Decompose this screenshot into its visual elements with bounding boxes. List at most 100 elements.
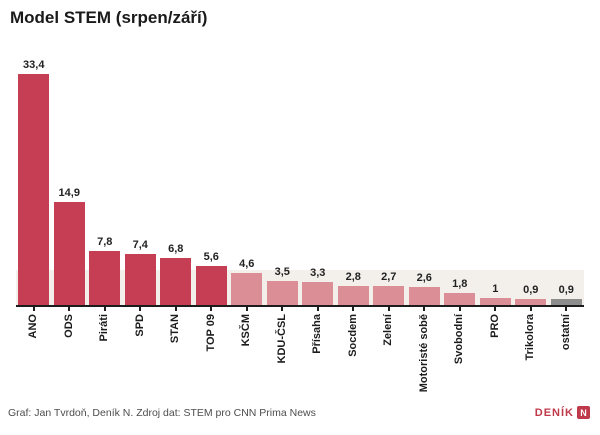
axis-tick [32, 307, 35, 311]
bar-column: 2,6 [407, 58, 443, 305]
bar [160, 258, 192, 305]
bar-value-label: 33,4 [23, 59, 45, 71]
bar [266, 280, 298, 305]
footer: Graf: Jan Tvrdoň, Deník N. Zdroj dat: ST… [8, 406, 590, 419]
bar-value-label: 7,8 [97, 236, 113, 249]
axis-tick [68, 307, 71, 311]
bar [18, 74, 50, 305]
denik-logo-text: DENÍK [534, 406, 574, 419]
bar-value-label: 1,8 [452, 277, 468, 290]
bar-value-label: 2,6 [416, 272, 432, 284]
x-axis-label: Zelení [382, 314, 395, 346]
footer-credit: Graf: Jan Tvrdoň, Deník N. Zdroj dat: ST… [8, 406, 316, 419]
x-axis-label: KDU-ČSL [275, 314, 288, 364]
bar [444, 292, 476, 305]
x-axis-label: TOP 09 [204, 314, 217, 352]
bar [479, 298, 511, 305]
axis-tick [565, 307, 568, 311]
x-label-column: STAN [158, 307, 194, 343]
bars-container: 33,4 14,9 7,8 7,4 6,8 5,6 4,6 3,5 3,3 2,8 2,7 2,6 1,… [16, 58, 584, 305]
axis-tick [387, 307, 390, 311]
x-label-column: Socdem [336, 307, 372, 357]
bar-value-label: 0,9 [558, 283, 574, 296]
axis-tick [210, 307, 213, 311]
bar-column: 7,4 [123, 58, 159, 305]
x-label-column: ostatní [549, 307, 585, 350]
axis-tick [352, 307, 355, 311]
bar-column: 5,6 [194, 58, 230, 305]
x-axis-label: STAN [169, 314, 182, 344]
axis-tick [494, 307, 497, 311]
bar [550, 298, 582, 305]
axis-tick [103, 307, 106, 311]
bar-column: 2,8 [336, 58, 372, 305]
bar [373, 286, 405, 305]
axis-tick [139, 307, 142, 311]
x-axis-label: ostatní [559, 314, 572, 351]
bar-value-label: 7,4 [132, 238, 148, 251]
x-axis-label: Svobodní [453, 314, 466, 365]
bar-column: 7,8 [87, 58, 123, 305]
x-label-column: TOP 09 [194, 307, 230, 352]
x-label-column: KDU-ČSL [265, 307, 301, 364]
bar-column: 14,9 [52, 58, 88, 305]
bar-value-label: 2,7 [381, 271, 397, 284]
x-label-column: ODS [52, 307, 88, 338]
axis-tick [458, 307, 461, 311]
bar-value-label: 1 [492, 283, 499, 296]
bar-column: 6,8 [158, 58, 194, 305]
axis-tick [174, 307, 177, 311]
axis-tick [281, 307, 284, 311]
bar-value-label: 3,3 [310, 267, 326, 280]
chart-title: Model STEM (srpen/září) [10, 8, 208, 27]
bar [89, 251, 121, 305]
x-label-column: Svobodní [442, 307, 478, 364]
bar-value-label: 5,6 [203, 251, 219, 264]
x-axis-label: SPD [133, 314, 146, 337]
bar-value-label: 14,9 [58, 186, 80, 199]
x-axis-label: KSČM [240, 314, 253, 347]
x-label-column: ANO [16, 307, 52, 338]
x-label-column: Přísaha [300, 307, 336, 354]
x-axis-label: Přísaha [311, 314, 324, 354]
x-axis-label: Motoristé sobě [417, 314, 430, 393]
bar [302, 282, 334, 305]
bar-column: 33,4 [16, 58, 52, 305]
bar-column: 0,9 [549, 58, 585, 305]
bar [515, 298, 547, 305]
denik-logo: DENÍK N [535, 406, 590, 419]
x-axis-label: ODS [62, 314, 75, 338]
bar-column: 3,3 [300, 58, 336, 305]
x-axis-label: Socdem [346, 314, 359, 357]
x-axis-label: Piráti [98, 314, 111, 342]
x-axis-labels: ANO ODS Piráti SPD STAN TOP 09 KSČM KDU-ČSL Přís… [16, 307, 584, 392]
bar [124, 253, 156, 305]
bar-column: 1,8 [442, 58, 478, 305]
x-label-column: PRO [478, 307, 514, 338]
plot-area: 33,4 14,9 7,8 7,4 6,8 5,6 4,6 3,5 3,3 2,8 2,7 2,6 1,… [16, 58, 584, 307]
x-label-column: Trikolora [513, 307, 549, 360]
x-axis-label: Trikolora [524, 314, 537, 361]
denik-logo-box-n: N [577, 406, 590, 419]
bar-value-label: 2,8 [345, 270, 361, 283]
x-label-column: Piráti [87, 307, 123, 342]
x-axis-label: ANO [27, 314, 40, 339]
x-label-column: Motoristé sobě [407, 307, 443, 392]
x-label-column: KSČM [229, 307, 265, 346]
bar-column: 4,6 [229, 58, 265, 305]
axis-tick [245, 307, 248, 311]
bar-column: 2,7 [371, 58, 407, 305]
bar [408, 287, 440, 305]
bar [53, 201, 85, 305]
bar-column: 3,5 [265, 58, 301, 305]
axis-tick [529, 307, 532, 311]
x-label-column: Zelení [371, 307, 407, 346]
x-label-column: SPD [123, 307, 159, 337]
bar-value-label: 3,5 [274, 265, 290, 278]
bar [195, 266, 227, 305]
bar [337, 285, 369, 305]
axis-tick [316, 307, 319, 311]
bar-value-label: 4,6 [239, 258, 255, 271]
bar-column: 0,9 [513, 58, 549, 305]
